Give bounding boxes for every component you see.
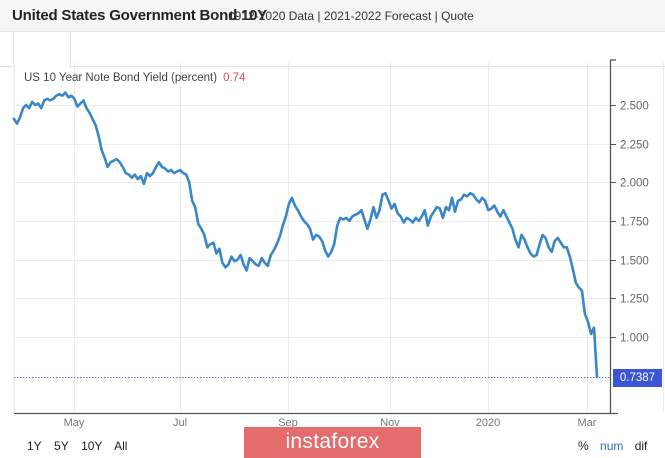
mode-selector: % num dif (578, 439, 647, 453)
legend-series-name: US 10 Year Note Bond Yield (percent) (24, 72, 218, 84)
y-tick-label: 1.500 (620, 256, 649, 268)
axes (14, 59, 618, 415)
x-tick-label: Jul (173, 417, 187, 429)
y-ticks: 1.000 1.250 1.500 1.750 2.000 2.250 2.500 (610, 101, 649, 345)
y-tick-label: 2.500 (620, 101, 649, 113)
header-links: 1912-2020 Data | 2021-2022 Forecast | Qu… (228, 9, 474, 23)
range-selector: 1Y 5Y 10Y All (27, 439, 136, 453)
last-price-badge: 0.7387 (613, 368, 662, 387)
y-tick-label: 2.250 (620, 140, 649, 152)
y-tick-label: 1.000 (620, 333, 649, 345)
toolbar-tab[interactable] (13, 32, 71, 68)
quote-link[interactable]: Quote (441, 9, 474, 23)
range-5y-button[interactable]: 5Y (54, 439, 69, 453)
y-tick-label: 1.250 (620, 294, 649, 306)
mode-num-button[interactable]: num (600, 439, 624, 453)
chart-toolbar-strip (0, 32, 665, 68)
x-tick-label: May (64, 417, 85, 429)
range-10y-button[interactable]: 10Y (81, 439, 103, 453)
range-all-button[interactable]: All (114, 439, 128, 453)
y-tick-label: 1.750 (620, 217, 649, 229)
mode-dif-button[interactable]: dif (634, 439, 648, 453)
y-tick-label: 2.000 (620, 178, 649, 190)
series-line-yield (12, 91, 599, 379)
x-tick-label: 2020 (476, 417, 500, 429)
toolbar-rest (70, 32, 665, 67)
grid (13, 62, 664, 413)
x-tick-labels: May Jul Sep Nov 2020 Mar (64, 417, 597, 429)
chart-legend: US 10 Year Note Bond Yield (percent) 0.74 (24, 72, 245, 84)
toolbar-left-cell (0, 32, 12, 67)
mode-percent-button[interactable]: % (578, 439, 589, 453)
x-tick-label: Nov (380, 417, 400, 429)
separator: | (314, 9, 324, 23)
page-header: United States Government Bond 10Y 1912-2… (0, 0, 665, 32)
forecast-link[interactable]: 2021-2022 Forecast (323, 9, 432, 23)
legend-last-value: 0.74 (223, 72, 246, 84)
instaforex-watermark: instaforex (244, 427, 421, 458)
x-tick-label: Mar (578, 417, 597, 429)
page-title: United States Government Bond 10Y (12, 7, 268, 24)
x-tick-label: Sep (278, 417, 298, 429)
separator: | (431, 9, 442, 23)
data-link[interactable]: 1912-2020 Data (228, 9, 315, 23)
range-1y-button[interactable]: 1Y (27, 439, 42, 453)
